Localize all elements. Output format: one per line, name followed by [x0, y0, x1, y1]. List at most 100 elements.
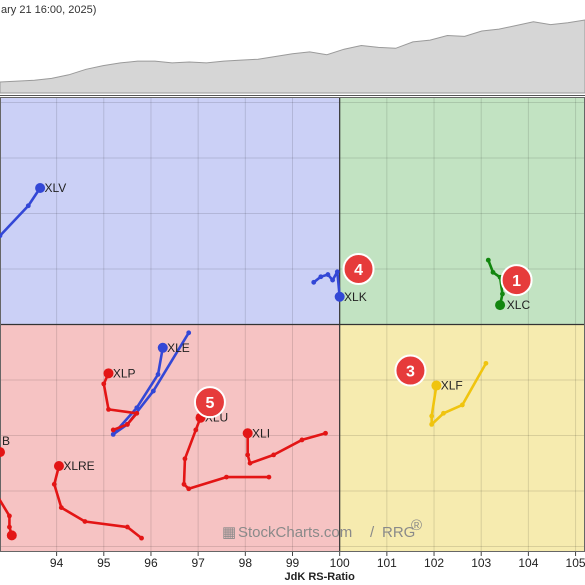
- x-tick-label: 103: [471, 556, 491, 570]
- trail-xli: [242, 428, 328, 466]
- watermark-icon: ▦: [222, 524, 236, 541]
- trail-point-xlu[interactable]: [266, 474, 272, 480]
- symbol-label-xle: XLE: [167, 341, 190, 355]
- trail-point-xlv[interactable]: [0, 233, 3, 239]
- trail-point-xlp[interactable]: [134, 410, 140, 416]
- annotation-badge-5: 5: [193, 386, 226, 419]
- trail-point-xlu[interactable]: [186, 486, 192, 492]
- trail-point-xle[interactable]: [150, 388, 156, 394]
- trail-point-xlu[interactable]: [181, 481, 187, 487]
- quadrant-lagging: [0, 324, 340, 552]
- trail-point-xlre[interactable]: [139, 535, 144, 541]
- trail-point-unnamed[interactable]: [7, 524, 12, 530]
- trail-unnamed: [0, 496, 17, 541]
- trail-point-xle[interactable]: [134, 405, 140, 411]
- trail-point-unnamed[interactable]: [7, 513, 12, 519]
- trail-point-xlc[interactable]: [490, 269, 496, 275]
- symbol-label-xli: XLI: [252, 426, 270, 440]
- trail-point-xlk[interactable]: [334, 269, 340, 275]
- symbol-label-xlre: XLRE: [63, 459, 94, 473]
- x-tick-label: 99: [286, 556, 300, 570]
- quadrant-leading: [339, 97, 585, 325]
- watermark-slash: /: [370, 524, 375, 541]
- x-tick-label: 101: [377, 556, 397, 570]
- badge-circle: [193, 386, 226, 419]
- trail-point-xlf[interactable]: [429, 421, 435, 427]
- badge-number: 3: [406, 364, 415, 381]
- badge-number: 4: [354, 262, 363, 279]
- trail-head-xlv[interactable]: [35, 183, 46, 193]
- trail-point-xle[interactable]: [186, 330, 192, 336]
- x-tick-label: 97: [191, 556, 205, 570]
- trail-point-xlu[interactable]: [193, 427, 199, 433]
- trail-point-xlp[interactable]: [101, 381, 107, 387]
- trail-point-xlp[interactable]: [106, 406, 111, 412]
- trail-point-xlv[interactable]: [25, 203, 31, 209]
- trail-point-xli[interactable]: [323, 430, 328, 436]
- annotation-badges: 1 3 4 5: [193, 253, 533, 419]
- trail-point-xlc[interactable]: [485, 257, 491, 263]
- badge-number: 5: [205, 395, 214, 412]
- x-tick-label: 94: [50, 556, 64, 570]
- x-tick-label: 105: [566, 556, 585, 570]
- symbol-label-xlc: XLC: [507, 298, 531, 312]
- trail-head-xli[interactable]: [242, 428, 253, 439]
- trail-point-xli[interactable]: [247, 460, 253, 466]
- trail-head-xlf[interactable]: [431, 380, 442, 391]
- trail-point-xlre[interactable]: [82, 519, 88, 524]
- trail-point-xli[interactable]: [299, 437, 305, 443]
- watermark-registered: ®: [411, 517, 422, 534]
- trail-head-xlre[interactable]: [53, 460, 64, 471]
- trail-head-xlk[interactable]: [334, 291, 345, 302]
- trail-point-xlre[interactable]: [58, 505, 64, 511]
- x-axis-title: JdK RS-Ratio: [285, 571, 356, 583]
- trail-point-xlu[interactable]: [182, 456, 188, 462]
- trail-point-xlf[interactable]: [483, 360, 489, 366]
- trail-xlre: [51, 460, 144, 541]
- trail-point-xlre[interactable]: [124, 524, 130, 530]
- trail-point-xlf[interactable]: [429, 413, 435, 419]
- trail-head-xlb[interactable]: [0, 447, 5, 458]
- trail-head-xle[interactable]: [157, 342, 168, 353]
- trail-point-xlp[interactable]: [124, 421, 130, 427]
- sector-trails: [0, 183, 506, 541]
- annotation-badge-4: 4: [342, 253, 375, 286]
- trail-line-xlre: [52, 464, 143, 540]
- quadrant-weakening: [339, 324, 585, 552]
- trail-head-xlc[interactable]: [495, 300, 506, 311]
- badge-circle: [500, 264, 533, 297]
- trail-point-xli[interactable]: [271, 452, 277, 458]
- trail-xlk: [311, 269, 345, 302]
- symbol-label-b: B: [2, 434, 10, 448]
- trail-point-xlu[interactable]: [224, 474, 229, 480]
- trail-point-xlk[interactable]: [325, 272, 331, 277]
- trail-point-xlp[interactable]: [110, 427, 116, 433]
- trail-xlf: [429, 360, 489, 427]
- quadrant-improving: [0, 97, 340, 325]
- x-tick-label: 96: [144, 556, 158, 570]
- trail-point-xlk[interactable]: [311, 279, 317, 285]
- trail-point-xli[interactable]: [245, 452, 251, 458]
- trail-point-xlc[interactable]: [500, 291, 505, 297]
- trail-line-xli: [246, 431, 327, 465]
- trail-point-xlf[interactable]: [441, 410, 446, 416]
- trail-point-xlk[interactable]: [318, 274, 324, 280]
- trail-point-xle[interactable]: [110, 431, 116, 437]
- x-tick-label: 102: [424, 556, 444, 570]
- badge-number: 1: [512, 273, 521, 290]
- trail-point-xlf[interactable]: [459, 402, 465, 408]
- x-tick-label: 100: [330, 556, 350, 570]
- trail-head-xlp[interactable]: [103, 368, 114, 379]
- x-tick-label: 104: [518, 556, 538, 570]
- trail-point-xlk[interactable]: [330, 277, 336, 283]
- watermark-product: RRG: [382, 524, 415, 541]
- trail-head-unnamed[interactable]: [6, 530, 17, 541]
- symbol-label-xlp: XLP: [113, 366, 136, 380]
- symbol-label-xlk: XLK: [344, 290, 367, 304]
- x-tick-label: 98: [239, 556, 253, 570]
- trail-point-xlre[interactable]: [51, 481, 57, 487]
- trail-point-xle[interactable]: [155, 372, 161, 377]
